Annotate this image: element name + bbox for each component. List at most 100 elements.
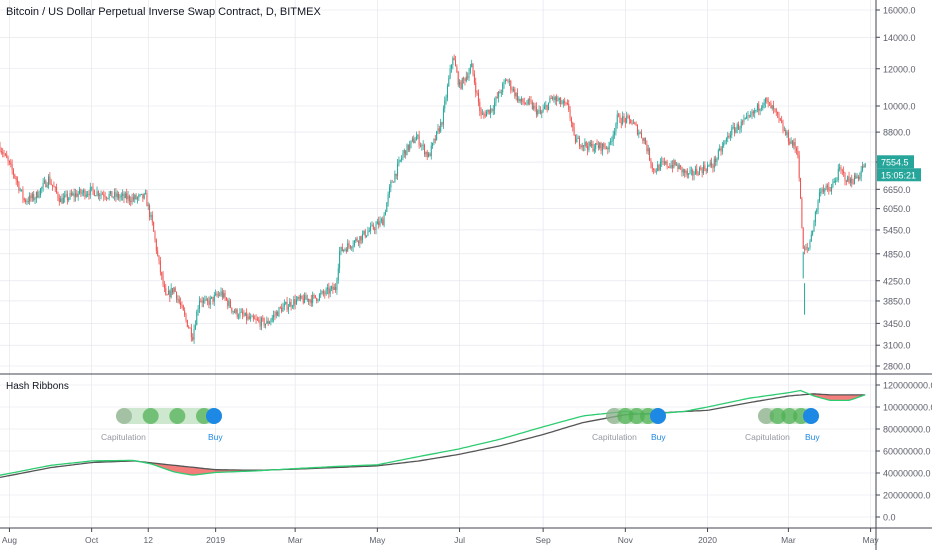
candle[interactable] (587, 142, 589, 156)
candle[interactable] (592, 140, 594, 153)
candle[interactable] (774, 108, 776, 113)
candle[interactable] (721, 141, 723, 155)
candle[interactable] (387, 191, 389, 207)
candle[interactable] (120, 192, 122, 201)
candle[interactable] (225, 297, 227, 302)
candle[interactable] (577, 135, 579, 140)
candle[interactable] (841, 168, 843, 176)
candle[interactable] (450, 64, 452, 73)
candle[interactable] (406, 143, 408, 156)
candle[interactable] (163, 280, 165, 292)
candle[interactable] (386, 202, 388, 213)
candle[interactable] (23, 197, 25, 203)
candle[interactable] (483, 111, 485, 119)
candle[interactable] (340, 246, 342, 256)
candle[interactable] (62, 193, 64, 204)
candle[interactable] (286, 297, 288, 313)
candle[interactable] (659, 158, 661, 171)
candle[interactable] (837, 164, 839, 183)
candle[interactable] (30, 192, 32, 202)
candle[interactable] (177, 295, 179, 304)
candle[interactable] (188, 325, 190, 329)
candle[interactable] (804, 245, 806, 255)
candle[interactable] (298, 294, 300, 301)
candle[interactable] (715, 155, 717, 167)
candle[interactable] (694, 165, 696, 175)
candle[interactable] (240, 308, 242, 313)
candle[interactable] (407, 144, 409, 153)
candle[interactable] (436, 130, 438, 141)
candle[interactable] (418, 130, 420, 149)
candle[interactable] (782, 119, 784, 134)
candle[interactable] (468, 67, 470, 82)
candle[interactable] (336, 277, 338, 295)
candle[interactable] (747, 110, 749, 121)
candle[interactable] (844, 172, 846, 186)
candle[interactable] (198, 296, 200, 313)
candle[interactable] (504, 78, 506, 85)
candle[interactable] (42, 178, 44, 192)
candle[interactable] (76, 190, 78, 198)
candle[interactable] (74, 188, 76, 202)
candle[interactable] (395, 173, 397, 180)
candle[interactable] (87, 190, 89, 197)
candle[interactable] (702, 161, 704, 176)
candle[interactable] (632, 119, 634, 124)
candle[interactable] (851, 174, 853, 188)
candle[interactable] (855, 172, 857, 180)
candle[interactable] (97, 190, 99, 200)
candle[interactable] (518, 96, 520, 104)
candle[interactable] (114, 188, 116, 201)
candle[interactable] (661, 156, 663, 167)
candle[interactable] (131, 193, 133, 205)
candle[interactable] (320, 289, 322, 298)
candle[interactable] (96, 186, 98, 197)
candle[interactable] (250, 313, 252, 322)
candle[interactable] (204, 295, 206, 304)
candle[interactable] (740, 118, 742, 133)
candle[interactable] (57, 191, 59, 202)
candle[interactable] (337, 263, 339, 284)
candle[interactable] (607, 146, 609, 155)
candle[interactable] (393, 181, 395, 183)
candle[interactable] (65, 190, 67, 198)
candle[interactable] (701, 167, 703, 178)
candle[interactable] (89, 182, 91, 199)
candle[interactable] (10, 158, 12, 168)
candle[interactable] (25, 198, 27, 205)
candle[interactable] (45, 179, 47, 188)
candle[interactable] (681, 166, 683, 177)
candle[interactable] (770, 100, 772, 109)
candle[interactable] (624, 117, 626, 128)
candle[interactable] (758, 101, 760, 116)
candle[interactable] (494, 97, 496, 115)
candle[interactable] (157, 246, 159, 257)
candle[interactable] (229, 298, 231, 309)
candle[interactable] (824, 187, 826, 196)
candle[interactable] (767, 97, 769, 108)
candle[interactable] (345, 247, 347, 254)
candle[interactable] (428, 151, 430, 158)
candle[interactable] (759, 108, 761, 116)
candle[interactable] (795, 146, 797, 155)
candle[interactable] (778, 111, 780, 123)
candle[interactable] (449, 64, 451, 80)
candle[interactable] (360, 235, 362, 245)
candle[interactable] (153, 221, 155, 232)
candle[interactable] (232, 310, 234, 315)
candle[interactable] (351, 246, 353, 251)
candle[interactable] (860, 165, 862, 182)
candle[interactable] (145, 189, 147, 195)
candle[interactable] (488, 109, 490, 115)
price-axis[interactable]: 16000.014000.012000.010000.08800.07600.0… (876, 6, 916, 372)
candle[interactable] (620, 117, 622, 129)
candle[interactable] (798, 151, 800, 182)
candle[interactable] (205, 295, 207, 302)
candle[interactable] (52, 184, 54, 191)
indicator-axis[interactable]: 120000000.0 100000000.0 80000000.0 60000000… (876, 381, 932, 523)
candle[interactable] (693, 171, 695, 181)
candle[interactable] (332, 282, 334, 294)
candle[interactable] (517, 88, 519, 103)
candle[interactable] (550, 95, 552, 100)
candle[interactable] (34, 196, 36, 204)
